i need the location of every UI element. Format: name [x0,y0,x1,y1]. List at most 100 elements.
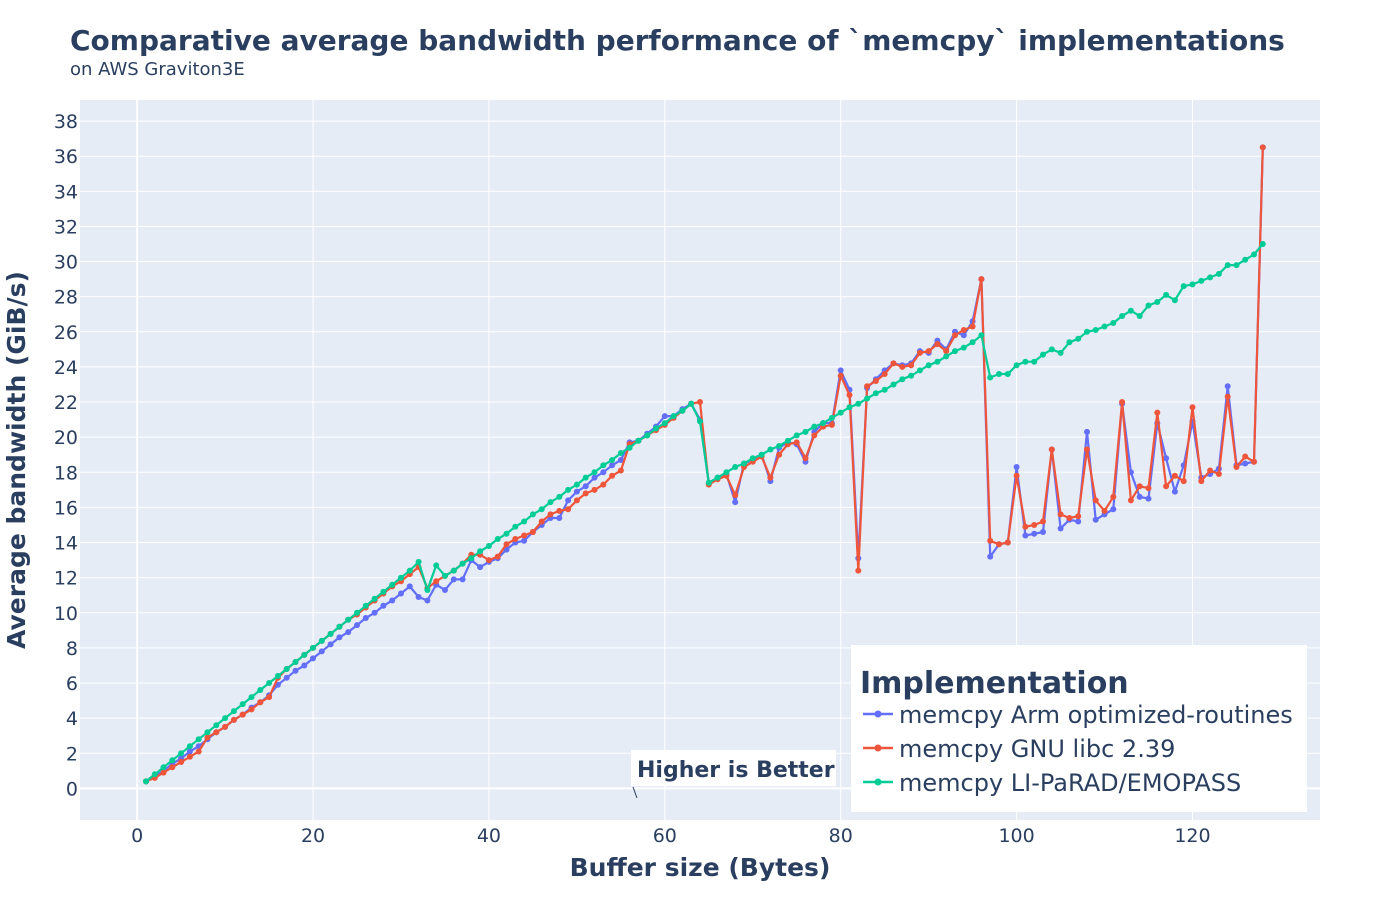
y-tick-label: 4 [66,708,78,730]
data-point [1013,472,1020,479]
data-point [1110,493,1117,500]
data-point [266,694,273,701]
data-point [424,587,431,593]
chart-title: Comparative average bandwidth performanc… [70,24,1285,57]
data-point [450,576,457,583]
y-tick-label: 26 [54,322,78,344]
data-point [828,421,835,428]
data-point [872,390,879,397]
data-point [732,464,739,470]
data-point [450,567,457,574]
data-point [169,764,176,771]
data-point [494,536,501,542]
y-tick-label: 32 [54,216,78,238]
legend-marker-arm [874,710,882,718]
data-point [960,344,967,351]
data-point [617,467,624,474]
data-point [178,750,185,757]
y-tick-label: 24 [54,357,78,379]
y-tick-label: 28 [54,287,78,309]
data-point [362,602,369,609]
data-point [969,323,976,330]
data-point [1031,358,1038,365]
y-tick-label: 30 [54,252,78,274]
data-point [925,348,932,355]
data-point [732,499,739,506]
data-point [837,372,844,379]
data-point [301,651,308,658]
data-point [1066,515,1073,521]
data-point [1136,493,1143,500]
data-point [494,553,501,560]
data-point [336,623,343,630]
data-point [398,574,404,581]
data-point [1013,464,1020,470]
data-point [767,446,774,453]
data-point [266,680,273,686]
data-point [1136,483,1143,490]
data-point [503,541,510,548]
data-point [811,432,818,439]
data-point [1092,516,1099,523]
y-tick-label: 20 [54,427,78,449]
data-point [1259,241,1266,247]
data-point [1163,483,1170,490]
data-point [538,506,545,513]
data-point [732,492,739,499]
data-point [521,532,528,539]
data-point [1092,327,1099,333]
data-point [1251,458,1257,465]
series-2 [143,241,1266,785]
data-point [195,736,202,743]
data-point [283,674,290,681]
data-point [468,555,475,562]
data-point [1119,399,1126,405]
data-point [1040,529,1046,535]
legend-item-glibc[interactable]: memcpy GNU libc 2.39 [863,735,1175,763]
data-point [1207,467,1214,474]
data-point [186,753,193,760]
data-point [1022,358,1029,365]
data-point [582,490,589,497]
data-point [890,360,897,367]
data-point [1004,539,1011,546]
data-point [1145,302,1152,309]
data-point [600,462,607,469]
data-point [406,567,413,574]
data-point [433,578,440,585]
data-point [1259,144,1266,151]
data-point [1022,523,1029,530]
data-point [723,469,730,476]
data-point [1154,299,1161,305]
legend-marker-emopass [874,778,882,786]
data-point [609,472,616,479]
data-point [257,687,264,693]
y-tick-label: 34 [54,181,78,203]
data-point [477,564,484,571]
data-point [600,469,607,476]
data-point [644,432,651,439]
data-point [1171,297,1178,304]
data-point [257,699,264,706]
data-point [987,537,994,544]
data-point [459,560,466,567]
data-point [837,367,844,374]
data-point [996,371,1002,377]
data-point [503,530,510,537]
legend-item-arm[interactable]: memcpy Arm optimized-routines [863,701,1293,729]
data-point [1224,383,1231,390]
data-point [565,497,572,504]
data-point [1066,339,1073,346]
data-point [758,451,765,458]
data-point [1233,464,1240,470]
data-point [318,637,325,644]
y-tick-label: 0 [66,778,78,800]
data-point [565,486,572,493]
data-point [802,428,809,435]
data-point [705,479,712,486]
x-tick-labels: 0 20 40 60 80 100 120 [131,825,1210,847]
legend-item-emopass[interactable]: memcpy LI-PaRAD/EMOPASS [863,769,1241,797]
data-point [749,455,756,462]
x-tick-label: 60 [653,825,677,847]
data-point [1207,274,1214,281]
